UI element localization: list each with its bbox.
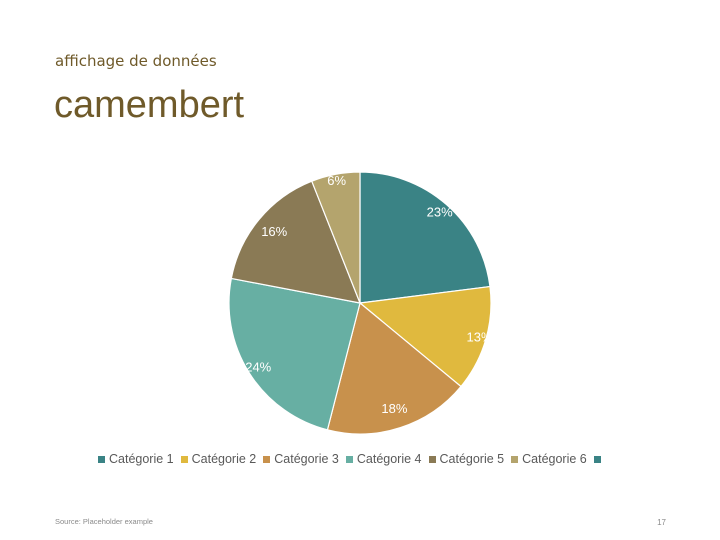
legend-swatch: [180, 455, 188, 463]
legend-item: Catégorie 1: [98, 452, 174, 466]
legend-label: Catégorie 3: [274, 452, 339, 466]
slice-label: 24%: [245, 360, 271, 375]
legend-item-extra: [593, 455, 605, 463]
slice-label: 23%: [427, 205, 453, 220]
legend-item: Catégorie 6: [511, 452, 587, 466]
legend-swatch: [98, 455, 105, 463]
page-number: 17: [657, 518, 666, 527]
slice-label: 16%: [261, 224, 287, 239]
legend-swatch-extra: [593, 455, 601, 463]
legend-item: Catégorie 3: [263, 452, 339, 466]
legend-item: Catégorie 5: [428, 452, 505, 466]
legend-label: Catégorie 5: [439, 452, 505, 466]
slide-eyebrow: affichage de données: [55, 52, 217, 70]
legend-item: Catégorie 2: [180, 452, 257, 466]
slice-label: 18%: [381, 401, 407, 416]
legend-swatch: [511, 455, 519, 463]
slice-label: 13%: [466, 330, 492, 345]
pie-slice: [310, 171, 361, 304]
chart-legend: Catégorie 1 Catégorie 2 Catégorie 3 Caté…: [98, 452, 612, 466]
legend-item: Catégorie 4: [345, 452, 422, 466]
legend-swatch: [263, 455, 271, 463]
pie-slice: [359, 171, 491, 304]
pie-slice: [358, 285, 492, 388]
legend-swatch: [345, 455, 353, 463]
pie-chart: 23% 13% 18% 24% 16% 6%: [228, 171, 493, 435]
source-note: Source: Placeholder example: [55, 517, 153, 526]
legend-label: Catégorie 4: [356, 452, 422, 466]
pie-slice: [326, 301, 462, 435]
legend-label: Catégorie 2: [191, 452, 257, 466]
legend-label: Catégorie 1: [109, 452, 174, 466]
legend-swatch: [428, 455, 436, 463]
legend-label: Catégorie 6: [522, 452, 587, 466]
slide-title: camembert: [54, 84, 245, 126]
pie-slice: [230, 180, 361, 304]
slice-label: 6%: [327, 173, 346, 188]
pie-slice: [228, 277, 361, 431]
